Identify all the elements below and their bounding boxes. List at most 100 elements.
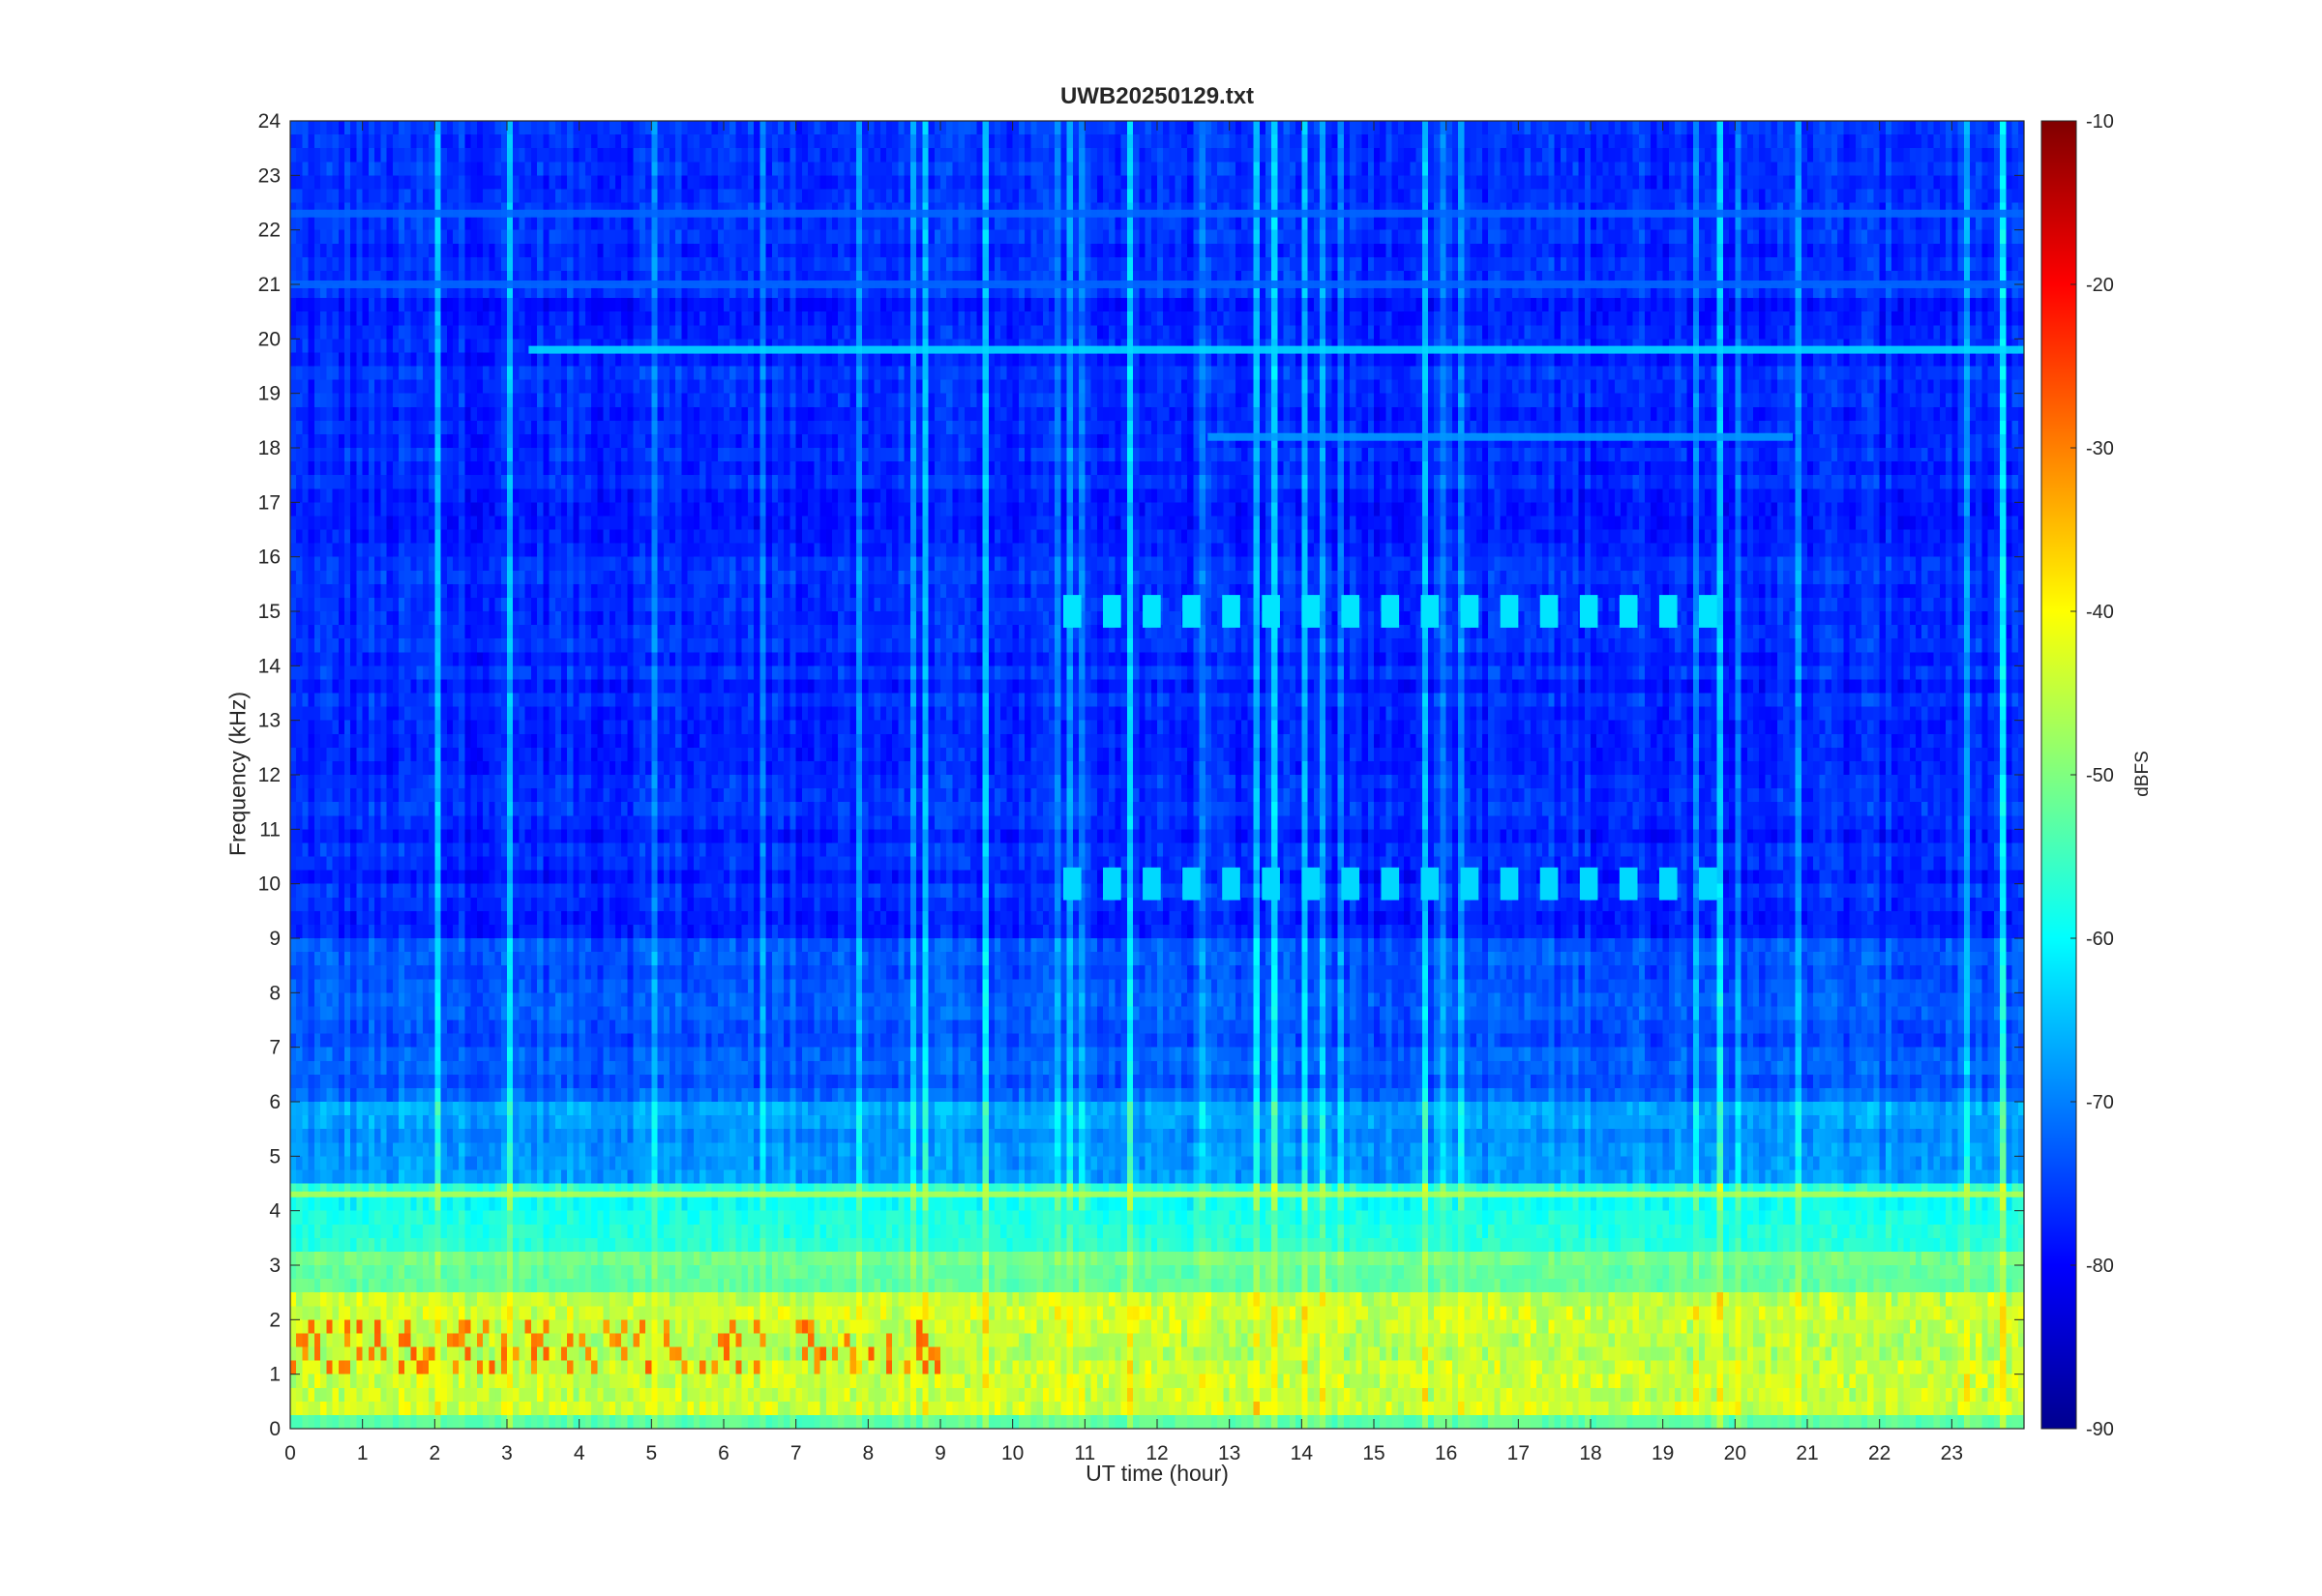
x-tick-label: 7 [790,1442,802,1464]
pulse [1539,867,1559,901]
colorbar-tick-label: -40 [2086,602,2114,623]
x-tick-label: 11 [1074,1442,1095,1464]
y-tick-label: 15 [258,601,281,623]
y-tick-label: 22 [258,220,281,242]
pulse [1539,595,1559,628]
y-tick-label: 2 [269,1309,281,1331]
y-tick-label: 3 [269,1255,281,1277]
x-tick-label: 18 [1579,1442,1601,1464]
pulse [1262,595,1280,628]
pulse [1619,595,1638,628]
colorbar-tick-label: -30 [2086,438,2114,459]
y-tick-label: 16 [258,547,281,569]
feature-line-2 [290,281,2024,288]
y-tick-label: 7 [269,1037,281,1059]
y-tick-label: 18 [258,437,281,459]
colorbar-tick-label: -10 [2086,111,2114,133]
chart-title: UWB20250129.txt [1059,83,1255,109]
pulse [1579,867,1598,901]
y-tick-label: 5 [269,1145,281,1167]
pulse [1301,595,1320,628]
y-tick-label: 14 [258,655,282,677]
pulse [1420,595,1440,628]
x-tick-label: 17 [1507,1442,1530,1464]
pulse [1143,595,1161,628]
pulse [1500,595,1519,628]
pulse [1500,867,1519,901]
x-tick-label: 4 [574,1442,585,1464]
pulse [1182,595,1201,628]
y-tick-label: 6 [269,1091,281,1113]
pulse [1579,595,1598,628]
pulse [1062,595,1082,628]
y-tick-label: 8 [269,982,281,1004]
pulse [1103,867,1121,901]
pulse [1460,867,1479,901]
y-tick-label: 4 [269,1200,281,1223]
pulse [1341,867,1360,901]
y-tick-label: 17 [258,491,281,514]
y-tick-label: 21 [258,274,281,296]
x-tick-label: 9 [935,1442,946,1464]
colorbar-tick-label: -70 [2086,1092,2114,1113]
y-tick-label: 0 [269,1418,281,1440]
pulse [1222,595,1240,628]
pulse [1699,867,1717,901]
plot-area [289,120,2025,1430]
heatmap-cells [290,121,2024,1429]
x-tick-label: 22 [1868,1442,1890,1464]
x-axis-label: UT time (hour) [1086,1461,1229,1486]
x-tick-label: 16 [1435,1442,1457,1464]
x-tick-label: 10 [1001,1442,1024,1464]
x-tick-label: 15 [1362,1442,1384,1464]
pulse [1301,867,1320,901]
colorbar-tick-label: -50 [2086,765,2114,786]
y-tick-label: 13 [258,710,281,732]
feature-pulse-train-5 [1062,867,1717,901]
x-tick-label: 20 [1724,1442,1746,1464]
pulse [1262,867,1280,901]
x-tick-label: 0 [284,1442,296,1464]
pulse [1381,595,1400,628]
y-tick-label: 9 [269,928,281,950]
x-tick-label: 3 [501,1442,513,1464]
x-tick-label: 8 [862,1442,874,1464]
feature-line-3 [1207,432,1794,441]
feature-line-0 [528,345,2024,354]
feature-pulse-train-4 [1062,595,1717,628]
x-tick-label: 23 [1941,1442,1963,1464]
y-tick-label: 19 [258,383,281,405]
feature-line-1 [290,209,2024,218]
x-tick-label: 2 [429,1442,440,1464]
pulse [1658,595,1678,628]
pulse [1143,867,1161,901]
pulse [1222,867,1240,901]
x-axis: 0 1 2 3 4 5 6 7 8 9 10 11 12 13 14 15 16 17 18 19 20 21 22 23 [284,121,1963,1464]
x-tick-label: 1 [357,1442,369,1464]
y-tick-label: 11 [259,818,281,841]
x-tick-label: 19 [1652,1442,1674,1464]
x-tick-label: 12 [1146,1442,1168,1464]
pulse [1062,867,1082,901]
colorbar-tick-label: -20 [2086,275,2114,296]
y-tick-label: 23 [258,164,281,187]
x-tick-label: 6 [718,1442,729,1464]
x-tick-label: 21 [1796,1442,1818,1464]
pulse [1341,595,1360,628]
pulse [1182,867,1201,901]
pulse [1658,867,1678,901]
y-tick-label: 20 [258,328,281,350]
x-tick-label: 13 [1218,1442,1240,1464]
pulse [1381,867,1400,901]
feature-broadband-6 [290,1191,2024,1197]
colorbar: -90 -80 -70 -60 -50 -40 -30 -20 -10 [2040,111,2114,1440]
colorbar-tick-label: -80 [2086,1256,2114,1277]
y-tick-label: 1 [269,1364,281,1386]
x-tick-label: 5 [645,1442,657,1464]
pulse [1420,867,1440,901]
x-tick-label: 14 [1291,1442,1314,1464]
pulse [1619,867,1638,901]
